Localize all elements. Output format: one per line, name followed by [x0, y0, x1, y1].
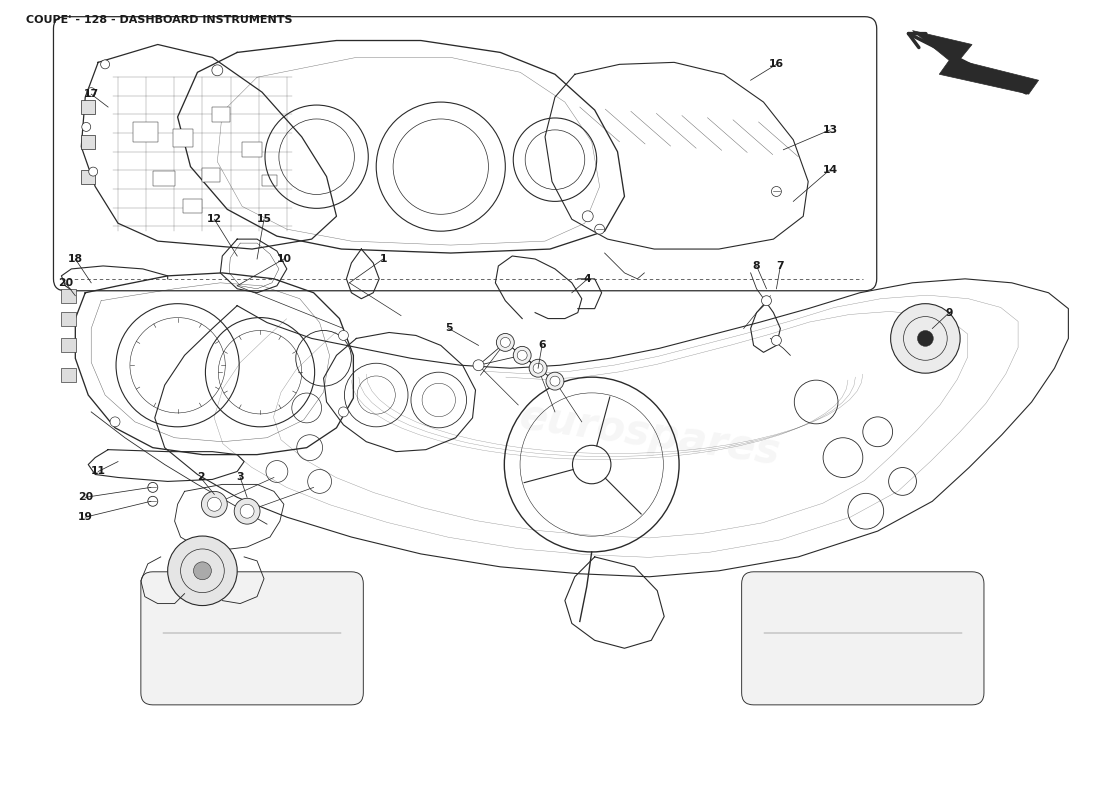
Text: 2: 2: [197, 473, 205, 482]
Text: 3: 3: [236, 473, 244, 482]
Bar: [173, 129, 192, 146]
Text: 18: 18: [68, 254, 82, 264]
Text: 20: 20: [58, 278, 73, 288]
Bar: [262, 174, 277, 186]
Bar: [62, 368, 76, 382]
Text: 11: 11: [90, 466, 106, 477]
Circle shape: [208, 498, 221, 511]
Text: 8: 8: [752, 261, 760, 271]
Text: 1: 1: [379, 254, 387, 264]
Bar: [81, 135, 96, 149]
Text: 15: 15: [256, 214, 272, 224]
Text: 5: 5: [446, 323, 452, 334]
Circle shape: [771, 186, 781, 197]
Bar: [212, 107, 230, 122]
Circle shape: [339, 407, 349, 417]
FancyBboxPatch shape: [54, 17, 877, 290]
Bar: [81, 100, 96, 114]
Circle shape: [917, 330, 933, 346]
Bar: [62, 312, 76, 326]
Circle shape: [500, 338, 510, 347]
Text: 4: 4: [584, 274, 592, 284]
Circle shape: [514, 346, 531, 364]
Bar: [183, 199, 202, 214]
Circle shape: [546, 372, 564, 390]
Circle shape: [100, 60, 110, 69]
Text: 6: 6: [538, 340, 546, 350]
Circle shape: [761, 296, 771, 306]
Bar: [133, 122, 157, 142]
Text: eurospares: eurospares: [188, 158, 454, 235]
Circle shape: [582, 211, 593, 222]
Text: eurospares: eurospares: [516, 396, 782, 474]
Text: 20: 20: [78, 492, 92, 502]
Text: 14: 14: [823, 165, 837, 174]
Bar: [81, 170, 96, 183]
Circle shape: [771, 335, 781, 346]
Bar: [242, 142, 262, 157]
Circle shape: [891, 304, 960, 373]
Circle shape: [167, 536, 238, 606]
Circle shape: [550, 376, 560, 386]
Circle shape: [147, 482, 157, 492]
Bar: [153, 170, 175, 186]
Text: 19: 19: [78, 512, 92, 522]
Circle shape: [517, 350, 527, 360]
Bar: [62, 338, 76, 352]
Text: 7: 7: [777, 261, 784, 271]
FancyBboxPatch shape: [741, 572, 984, 705]
Circle shape: [595, 224, 605, 234]
Circle shape: [339, 330, 349, 341]
Circle shape: [534, 363, 543, 373]
Text: 9: 9: [946, 308, 953, 318]
Circle shape: [81, 122, 90, 131]
Bar: [62, 289, 76, 302]
Text: 10: 10: [276, 254, 292, 264]
Circle shape: [212, 65, 223, 76]
Circle shape: [473, 360, 484, 370]
Text: 16: 16: [769, 59, 784, 70]
Circle shape: [110, 417, 120, 427]
Circle shape: [201, 491, 228, 517]
Polygon shape: [913, 30, 1038, 94]
Circle shape: [147, 496, 157, 506]
Circle shape: [194, 562, 211, 580]
Text: 13: 13: [823, 125, 837, 135]
Text: 17: 17: [84, 89, 99, 99]
Circle shape: [87, 88, 96, 97]
Circle shape: [529, 359, 547, 377]
Text: 12: 12: [207, 214, 222, 224]
Circle shape: [240, 504, 254, 518]
Circle shape: [496, 334, 514, 351]
Circle shape: [234, 498, 260, 524]
Bar: [202, 168, 220, 182]
Circle shape: [89, 167, 98, 176]
FancyBboxPatch shape: [141, 572, 363, 705]
Text: COUPE' - 128 - DASHBOARD INSTRUMENTS: COUPE' - 128 - DASHBOARD INSTRUMENTS: [25, 14, 293, 25]
